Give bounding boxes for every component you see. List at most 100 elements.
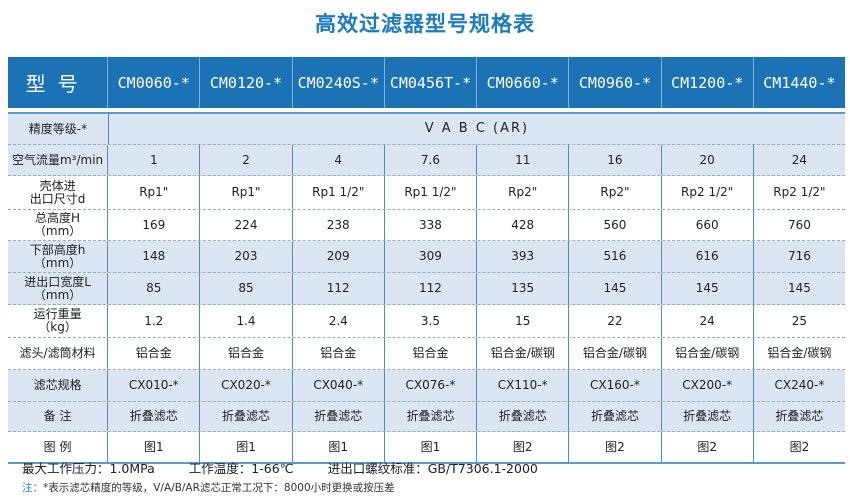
row-label: 下部高度h （mm） [29, 242, 86, 270]
model-header: CM1200-* [660, 57, 753, 108]
table-cell: Rp1" [107, 176, 199, 209]
table-cell: 428 [476, 210, 568, 240]
table-cell: 148 [107, 241, 199, 272]
table-cell: 24 [752, 145, 845, 175]
table-cell: 393 [476, 241, 568, 272]
table-cell: CX020-* [199, 370, 291, 401]
table-cell: 760 [752, 210, 845, 240]
table-cell: 85 [199, 273, 291, 304]
table-cell: 折叠滤芯 [476, 402, 568, 431]
max-pressure: 最大工作压力：1.0MPa [22, 461, 155, 476]
table-cell: 1.2 [107, 305, 199, 337]
temperature: 工作温度：1-66℃ [188, 461, 294, 476]
table-cell: 折叠滤芯 [752, 402, 845, 431]
table-cell: 112 [291, 273, 384, 304]
table-cell: Rp2" [568, 176, 660, 209]
table-cell: 图1 [383, 432, 476, 462]
table-cell: 238 [291, 210, 384, 240]
table-cell: 铝合金/碳钢 [476, 338, 568, 369]
header-label: 型号 [25, 72, 90, 96]
table-row-precision: 精度等级-* V A B C (AR) [8, 114, 845, 145]
table-cell: 图2 [752, 432, 845, 462]
model-header: CM0960-* [568, 57, 660, 108]
table-cell: 145 [660, 273, 753, 304]
table-cell: 铝合金 [107, 338, 199, 369]
table-cell: 224 [199, 210, 291, 240]
table-cell: 图2 [568, 432, 660, 462]
table-cell: 图2 [476, 432, 568, 462]
table-cell: 折叠滤芯 [660, 402, 753, 431]
table-row: 壳体进 出口尺寸d Rp1" Rp1" Rp1 1/2" Rp1 1/2" Rp2" Rp2… [8, 176, 845, 210]
table-cell: 16 [568, 145, 660, 175]
table-cell: 1 [107, 145, 199, 175]
table-cell: 铝合金/碳钢 [568, 338, 660, 369]
table-cell: 145 [752, 273, 845, 304]
table-row: 进出口宽度L （mm） 85 85 112 112 135 145 145 145 [8, 273, 845, 305]
table-row: 备 注折叠滤芯 折叠滤芯 折叠滤芯 折叠滤芯 折叠滤芯 折叠滤芯 折叠滤芯 折叠滤芯 [8, 402, 845, 432]
table-cell: CX110-* [476, 370, 568, 401]
row-label: 精度等级-* [28, 121, 88, 136]
table-cell: 铝合金/碳钢 [660, 338, 753, 369]
table-header: 型号 CM0060-* CM0120-* CM0240S-* CM0456T-* CM06… [8, 57, 845, 108]
model-header: CM1440-* [752, 57, 845, 108]
table-cell: 2.4 [291, 305, 384, 337]
table-cell: 560 [568, 210, 660, 240]
table-cell: CX010-* [107, 370, 199, 401]
table-cell: 22 [568, 305, 660, 337]
table-cell: 85 [107, 273, 199, 304]
table-cell: 4 [291, 145, 384, 175]
table-cell: 图1 [199, 432, 291, 462]
page-title: 高效过滤器型号规格表 [315, 12, 535, 36]
table-cell: 135 [476, 273, 568, 304]
table-cell: 660 [660, 210, 753, 240]
note-text: *表示滤芯精度的等级，V/A/B/AR滤芯正常工况下：8000小时更换或按压差 [43, 482, 395, 494]
model-header: CM0660-* [476, 57, 568, 108]
table-cell: Rp1 1/2" [291, 176, 384, 209]
table-row: 空气流量m³/min 1 2 4 7.6 11 16 20 24 [8, 145, 845, 176]
table-cell: 516 [568, 241, 660, 272]
table-cell: 338 [383, 210, 476, 240]
table-cell: 25 [752, 305, 845, 337]
row-label: 总高度H （mm） [33, 211, 82, 238]
spec-table: 精度等级-* V A B C (AR) 空气流量m³/min 1 2 4 7.6 11 16… [8, 112, 845, 464]
footer-specs: 最大工作压力：1.0MPa 工作温度：1-66℃ 进出口螺纹标准：GB/T730… [22, 458, 566, 477]
model-header: CM0456T-* [383, 57, 476, 108]
table-cell: 11 [476, 145, 568, 175]
table-cell: CX200-* [660, 370, 753, 401]
table-cell: 15 [476, 305, 568, 337]
row-label: 备 注 [43, 409, 72, 424]
row-label: 图 例 [43, 439, 72, 454]
table-cell: 1.4 [199, 305, 291, 337]
table-row: 滤芯规格 CX010-* CX020-* CX040-* CX076-* CX110-* C… [8, 370, 845, 402]
table-cell: 折叠滤芯 [568, 402, 660, 431]
table-cell: 24 [660, 305, 753, 337]
table-cell: 112 [383, 273, 476, 304]
table-cell: Rp1" [199, 176, 291, 209]
table-cell: 145 [568, 273, 660, 304]
table-cell: 折叠滤芯 [107, 402, 199, 431]
table-cell: 折叠滤芯 [199, 402, 291, 431]
table-cell: CX160-* [568, 370, 660, 401]
table-cell: Rp2" [476, 176, 568, 209]
model-header: CM0060-* [107, 57, 199, 108]
footer-note: 注：*表示滤芯精度的等级，V/A/B/AR滤芯正常工况下：8000小时更换或按压… [22, 480, 395, 495]
table-cell: 图2 [660, 432, 753, 462]
table-cell: 616 [660, 241, 753, 272]
table-cell: 20 [660, 145, 753, 175]
table-row: 总高度H （mm） 169 224 238 338 428 560 660 760 [8, 210, 845, 241]
table-cell: 309 [383, 241, 476, 272]
table-cell: 图1 [291, 432, 384, 462]
table-cell: CX040-* [291, 370, 384, 401]
table-cell: 203 [199, 241, 291, 272]
table-row: 下部高度h （mm） 148 203 209 309 393 516 616 716 [8, 241, 845, 273]
table-cell: 716 [752, 241, 845, 272]
model-header: CM0240S-* [291, 57, 384, 108]
table-cell: 169 [107, 210, 199, 240]
row-label: 空气流量m³/min [11, 152, 104, 167]
table-cell: Rp2 1/2" [752, 176, 845, 209]
table-cell: 折叠滤芯 [383, 402, 476, 431]
thread-standard: 进出口螺纹标准：GB/T7306.1-2000 [327, 461, 538, 476]
table-row: 滤头/滤筒材料 铝合金 铝合金 铝合金 铝合金 铝合金/碳钢 铝合金/碳钢 铝合金/碳钢 铝合金… [8, 338, 845, 370]
table-cell: CX240-* [752, 370, 845, 401]
table-cell: 折叠滤芯 [291, 402, 384, 431]
